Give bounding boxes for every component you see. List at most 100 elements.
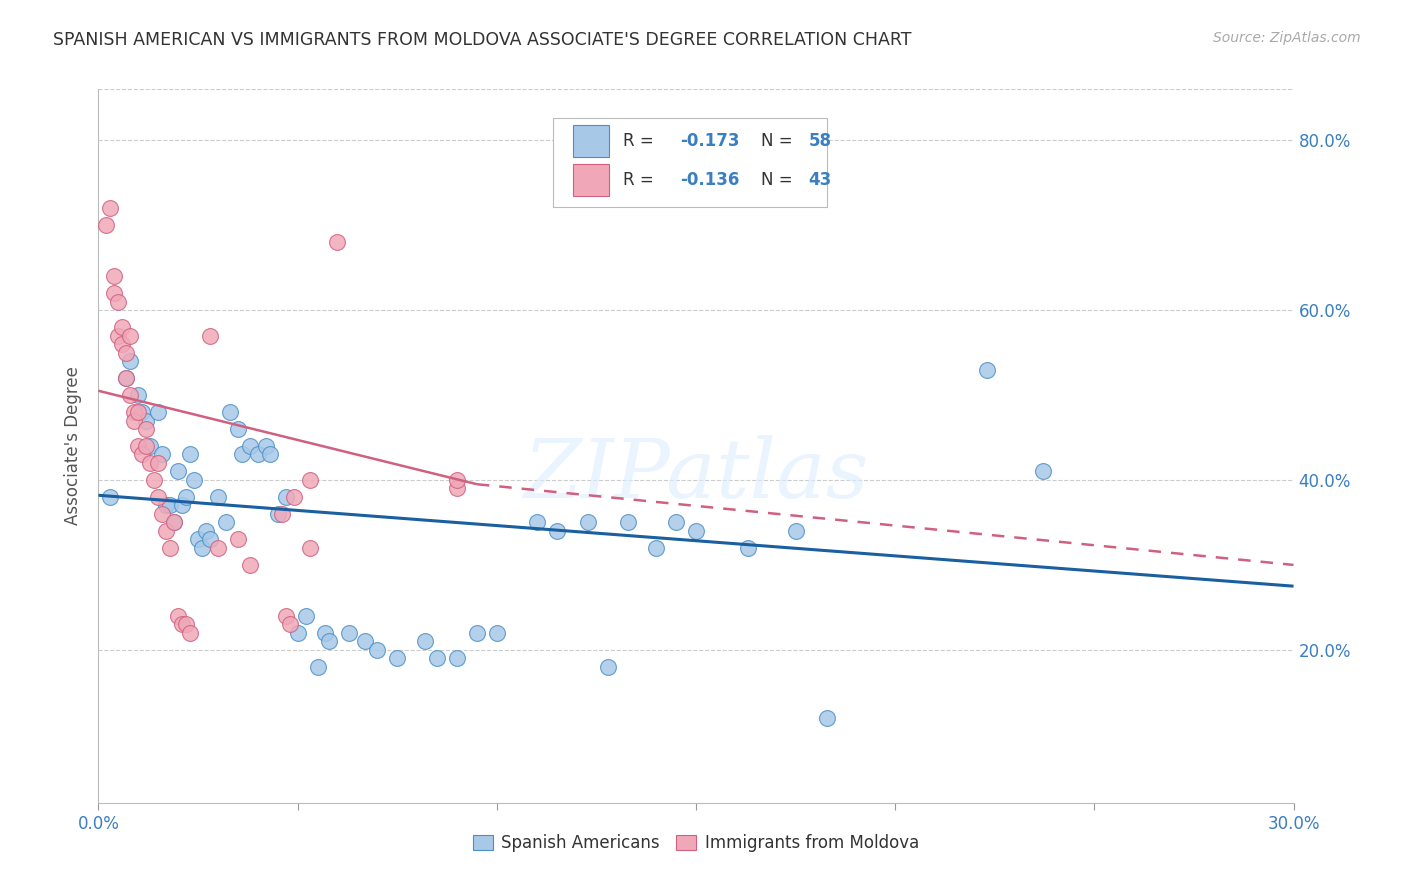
Text: 43: 43 [808, 171, 831, 189]
Point [135, 422, 157, 436]
Text: Source: ZipAtlas.com: Source: ZipAtlas.com [1213, 31, 1361, 45]
Point [120, 328, 142, 343]
Point [446, 651, 468, 665]
Point [103, 269, 125, 284]
Point [283, 490, 305, 504]
Point [98, 201, 122, 215]
Point [179, 448, 201, 462]
Point [246, 448, 269, 462]
Point [195, 524, 218, 538]
Point [163, 516, 186, 530]
Point [446, 482, 468, 496]
Point [131, 405, 153, 419]
Text: R =: R = [623, 132, 659, 150]
Point [1032, 465, 1054, 479]
Point [131, 448, 153, 462]
Point [270, 507, 292, 521]
Point [120, 388, 142, 402]
Point [115, 371, 138, 385]
Point [187, 533, 209, 547]
Point [307, 660, 329, 674]
Legend: Spanish Americans, Immigrants from Moldova: Spanish Americans, Immigrants from Moldo… [467, 828, 925, 859]
Point [124, 405, 146, 419]
Point [127, 439, 149, 453]
Text: -0.173: -0.173 [681, 132, 740, 150]
Point [198, 533, 221, 547]
Point [207, 490, 229, 504]
Point [315, 626, 337, 640]
Point [239, 439, 262, 453]
Text: R =: R = [623, 171, 659, 189]
Point [465, 626, 488, 640]
Point [150, 448, 173, 462]
Point [685, 524, 707, 538]
Point [159, 541, 181, 555]
Point [172, 617, 194, 632]
Point [546, 524, 568, 538]
Point [174, 490, 197, 504]
Point [107, 294, 129, 309]
Point [385, 651, 409, 665]
Point [167, 608, 190, 623]
FancyBboxPatch shape [572, 164, 609, 196]
Point [578, 516, 600, 530]
Text: ZIPatlas: ZIPatlas [523, 434, 869, 515]
Point [215, 516, 238, 530]
Point [183, 473, 205, 487]
Point [267, 507, 290, 521]
Point [148, 490, 170, 504]
Point [167, 465, 190, 479]
Point [107, 328, 129, 343]
Point [366, 643, 388, 657]
Point [976, 362, 998, 376]
Point [143, 473, 166, 487]
Point [98, 490, 122, 504]
Point [96, 218, 118, 232]
Point [115, 371, 138, 385]
Text: 58: 58 [808, 132, 831, 150]
Point [150, 507, 173, 521]
Point [326, 235, 349, 249]
Point [148, 405, 170, 419]
Point [135, 439, 157, 453]
FancyBboxPatch shape [553, 118, 827, 207]
Point [139, 456, 162, 470]
Point [127, 405, 149, 419]
Point [135, 413, 157, 427]
Point [174, 617, 197, 632]
Point [127, 388, 149, 402]
Point [598, 660, 620, 674]
Point [124, 413, 146, 427]
Point [298, 541, 321, 555]
Point [737, 541, 759, 555]
Point [231, 448, 253, 462]
Point [617, 516, 640, 530]
Point [426, 651, 449, 665]
Point [259, 448, 281, 462]
Point [254, 439, 277, 453]
Point [155, 524, 177, 538]
Point [645, 541, 668, 555]
Point [155, 499, 177, 513]
Point [103, 286, 125, 301]
Point [163, 516, 186, 530]
Point [785, 524, 807, 538]
Y-axis label: Associate's Degree: Associate's Degree [65, 367, 83, 525]
Point [413, 634, 436, 648]
Point [115, 345, 138, 359]
Point [278, 617, 301, 632]
Point [219, 405, 242, 419]
Point [815, 711, 838, 725]
Point [148, 456, 170, 470]
Point [526, 516, 548, 530]
Point [274, 490, 297, 504]
Point [111, 337, 134, 351]
Text: N =: N = [761, 171, 797, 189]
Point [111, 320, 134, 334]
FancyBboxPatch shape [572, 125, 609, 157]
Point [226, 533, 249, 547]
Point [298, 473, 321, 487]
Point [226, 422, 249, 436]
Point [207, 541, 229, 555]
Point [198, 328, 221, 343]
